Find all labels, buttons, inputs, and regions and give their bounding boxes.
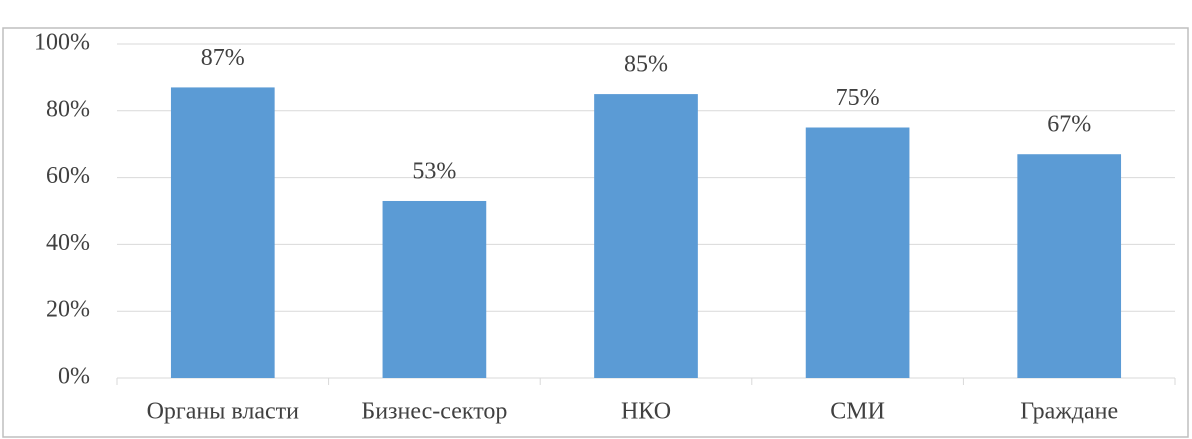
x-tick-label: СМИ [830, 399, 885, 425]
bar [1017, 154, 1122, 378]
bar [594, 94, 698, 378]
data-label: 75% [836, 85, 880, 111]
data-label: 53% [412, 158, 456, 184]
y-tick-label: 60% [46, 163, 90, 189]
x-tick-label: Бизнес-сектор [361, 399, 507, 425]
chart-border [2, 27, 1189, 438]
data-label: 67% [1047, 112, 1091, 138]
y-tick-label: 100% [34, 30, 90, 56]
bar [382, 200, 487, 378]
y-tick-label: 80% [46, 96, 90, 122]
y-tick-label: 20% [46, 297, 90, 323]
bar [170, 87, 275, 379]
data-label: 87% [201, 45, 245, 71]
data-label: 85% [624, 52, 668, 78]
bar [805, 127, 910, 378]
x-tick-label: НКО [621, 399, 671, 425]
x-tick-label: Граждане [1020, 399, 1118, 425]
x-tick-label: Органы власти [147, 399, 300, 425]
y-tick-label: 0% [58, 364, 90, 390]
y-tick-label: 40% [46, 230, 90, 256]
